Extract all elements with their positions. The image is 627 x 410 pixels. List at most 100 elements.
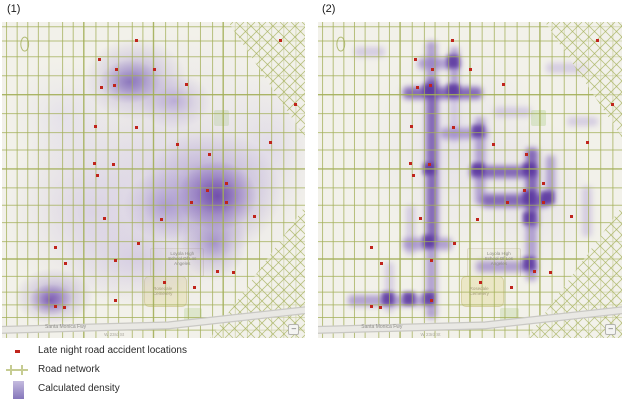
accident-dot xyxy=(99,86,103,90)
accident-dot xyxy=(451,39,455,43)
accident-dot xyxy=(114,298,118,302)
accident-dot xyxy=(175,143,179,147)
map-panel-network-density: Loyola High School Of Los Angeles Rosedal… xyxy=(318,22,622,338)
accident-dot xyxy=(414,58,418,62)
accident-dot xyxy=(585,140,589,144)
accident-dot-icon xyxy=(15,350,20,353)
legend-label-density: Calculated density xyxy=(38,383,120,394)
accident-dot xyxy=(431,68,435,72)
accident-dot xyxy=(189,200,193,204)
density-ribbon xyxy=(546,63,589,73)
accident-dot xyxy=(192,285,196,289)
school-label: Loyola High School Of Los Angeles xyxy=(484,251,514,267)
accident-dot xyxy=(185,82,188,86)
accident-dot xyxy=(94,125,98,129)
calculated-density-layer xyxy=(318,22,622,338)
road-network-layer xyxy=(2,22,305,338)
accident-dot xyxy=(509,285,513,289)
accident-dot xyxy=(541,200,545,204)
density-ribbon xyxy=(403,86,483,100)
cemetery-label: Rosedale Cemetery xyxy=(152,285,173,297)
density-knot xyxy=(381,292,394,305)
density-ribbon xyxy=(546,154,556,206)
accident-dot xyxy=(380,261,384,265)
accident-dot xyxy=(162,281,166,285)
density-ribbon xyxy=(450,47,460,98)
accident-dot xyxy=(208,153,212,157)
density-ribbon xyxy=(474,116,486,206)
accident-dot xyxy=(54,305,58,309)
accident-dot xyxy=(215,270,219,274)
cemetery-label: Rosedale Cemetery xyxy=(469,285,489,297)
density-blob xyxy=(29,284,72,316)
density-ribbon xyxy=(425,236,437,320)
density-ribbon xyxy=(406,205,416,256)
accident-dot xyxy=(570,214,574,218)
accident-dot xyxy=(501,82,505,86)
density-ribbon xyxy=(494,107,531,117)
density-knot xyxy=(447,55,460,68)
legend-row-roads: Road network xyxy=(0,362,320,381)
density-knot xyxy=(541,191,554,204)
accident-dot xyxy=(63,306,67,310)
density-ribbon xyxy=(418,58,461,70)
accident-dot xyxy=(453,241,457,245)
legend-row-accidents: Late night road accident locations xyxy=(0,343,320,362)
accident-dot xyxy=(225,200,228,204)
panel-2-label: (2) xyxy=(322,3,336,15)
accident-dot xyxy=(279,39,283,43)
legend-row-density: Calculated density xyxy=(0,381,320,400)
accident-dot xyxy=(54,246,58,250)
accident-dot xyxy=(64,261,68,265)
accident-dot xyxy=(492,143,496,147)
street-label-w23rd: W 23rd St xyxy=(104,332,125,338)
school-label: Loyola High School Of Los Angeles xyxy=(168,251,197,267)
accident-dot xyxy=(532,270,536,274)
accident-dot xyxy=(522,188,526,192)
accident-dot xyxy=(111,162,115,166)
road-network-icon xyxy=(6,364,28,376)
density-knot xyxy=(471,124,484,138)
accident-dot xyxy=(409,161,413,165)
map-panel-planar-density: Loyola High School Of Los Angeles Rosedal… xyxy=(2,22,305,338)
density-ribbon xyxy=(526,217,537,282)
accident-dot xyxy=(416,86,420,90)
accident-dot xyxy=(410,125,414,129)
accident-dot xyxy=(294,102,298,106)
accident-dot xyxy=(113,259,117,262)
accident-dot xyxy=(506,200,510,204)
road-network-layer xyxy=(318,22,622,338)
accident-dot xyxy=(412,173,416,177)
freeway-label: Santa Monica Fwy xyxy=(45,323,87,330)
density-knot xyxy=(447,83,460,97)
accident-dot xyxy=(428,162,432,166)
map-collapse-widget[interactable]: – xyxy=(605,323,617,335)
density-ribbon xyxy=(450,91,460,143)
accident-dot xyxy=(205,188,209,192)
density-ribbon xyxy=(567,116,598,127)
accident-dot xyxy=(419,216,423,220)
accident-dot xyxy=(476,217,480,221)
accident-dot xyxy=(95,173,99,177)
accident-dot xyxy=(611,102,615,106)
accident-dot xyxy=(231,271,235,274)
accident-dot xyxy=(596,39,600,43)
accident-dot xyxy=(135,39,139,43)
accident-dot xyxy=(253,214,257,218)
density-blob xyxy=(138,72,212,130)
panel-1-label: (1) xyxy=(7,3,21,15)
density-ribbon xyxy=(439,127,489,139)
density-ribbon xyxy=(476,260,537,272)
density-gradient-icon xyxy=(13,381,24,399)
accident-dot xyxy=(102,216,106,220)
accident-dot xyxy=(541,181,545,185)
freeway-label: Santa Monica Fwy xyxy=(361,323,403,330)
accident-dot xyxy=(370,305,374,309)
legend: Late night road accident locations Road … xyxy=(0,343,320,400)
map-collapse-widget[interactable]: – xyxy=(288,323,300,335)
accident-dot xyxy=(115,68,119,72)
accident-dot xyxy=(370,246,374,250)
legend-label-roads: Road network xyxy=(38,364,100,375)
accident-dot xyxy=(429,83,433,87)
